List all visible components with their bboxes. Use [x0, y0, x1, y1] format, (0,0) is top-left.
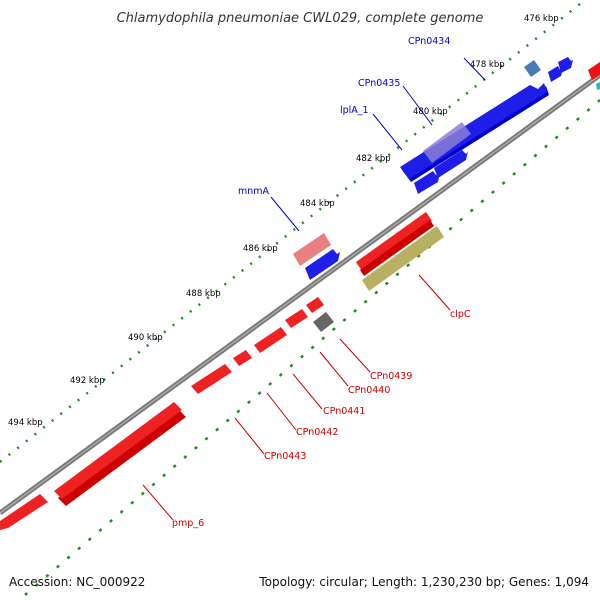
- gene-label-cpn0440[interactable]: CPn0440: [348, 385, 390, 396]
- topology-text: Topology: circular; Length: 1,230,230 bp…: [258, 575, 589, 589]
- feature-box[interactable]: [596, 82, 600, 90]
- tick-label: 480 kbp: [413, 107, 448, 117]
- gene-label-clpc[interactable]: clpC: [450, 309, 471, 320]
- feature-box[interactable]: [362, 226, 444, 291]
- feature-box[interactable]: [293, 233, 331, 266]
- reverse-gene[interactable]: [285, 309, 308, 328]
- tick-label: 486 kbp: [243, 244, 278, 254]
- feature-box[interactable]: [423, 122, 471, 163]
- gene-label-cpn0439[interactable]: CPn0439: [370, 371, 412, 382]
- tick-label: 492 kbp: [70, 376, 105, 386]
- reverse-features: [0, 212, 444, 530]
- forward-leaders: [270, 57, 486, 232]
- gene-label-cpn0434[interactable]: CPn0434: [408, 36, 450, 47]
- tick-label: 478 kbp: [470, 60, 505, 70]
- reverse-gene[interactable]: [254, 327, 287, 353]
- reverse-gene[interactable]: [58, 409, 186, 506]
- tick-label: 490 kbp: [128, 333, 163, 343]
- gene-label-cpn0441[interactable]: CPn0441: [323, 406, 365, 417]
- gene-label-cpn0443[interactable]: CPn0443: [264, 451, 306, 462]
- feature-box[interactable]: [524, 60, 541, 77]
- gene-label-pmp6[interactable]: pmp_6: [172, 518, 204, 529]
- genome-backbone: [0, 72, 600, 516]
- forward-gene[interactable]: [588, 62, 600, 80]
- feature-box[interactable]: [313, 312, 334, 332]
- forward-features: [293, 57, 600, 280]
- gene-label-lpla1[interactable]: lplA_1: [340, 105, 369, 116]
- tick-label: 488 kbp: [186, 289, 221, 299]
- reverse-gene[interactable]: [191, 364, 232, 394]
- gene-label-cpn0442[interactable]: CPn0442: [296, 427, 338, 438]
- tick-label: 482 kbp: [356, 154, 391, 164]
- reverse-gene[interactable]: [306, 297, 324, 313]
- tick-label: 494 kbp: [8, 418, 43, 428]
- reverse-gene[interactable]: [233, 350, 252, 366]
- forward-gene[interactable]: [305, 249, 340, 280]
- reverse-gene[interactable]: [356, 212, 432, 271]
- forward-labels: CPn0434 CPn0435 lplA_1 mnmA: [238, 36, 450, 197]
- forward-gene[interactable]: [558, 57, 573, 73]
- forward-gene[interactable]: [548, 66, 563, 82]
- gene-label-mnma[interactable]: mnmA: [238, 186, 270, 197]
- gene-label-cpn0435[interactable]: CPn0435: [358, 78, 400, 89]
- reverse-leaders: [142, 274, 451, 521]
- tick-label: 476 kbp: [524, 14, 559, 24]
- reverse-labels: clpC CPn0439 CPn0440 CPn0441 CPn0442 CPn…: [172, 309, 471, 529]
- reverse-gene[interactable]: [0, 494, 48, 530]
- tick-label: 484 kbp: [300, 199, 335, 209]
- tick-labels: 476 kbp 478 kbp 480 kbp 482 kbp 484 kbp …: [8, 14, 559, 428]
- forward-gene[interactable]: [414, 171, 440, 194]
- map-title: Chlamydophila pneumoniae CWL029, complet…: [117, 11, 484, 26]
- forward-gene[interactable]: [434, 150, 468, 178]
- reverse-ruler: [24, 99, 600, 596]
- accession-text: Accession: NC_000922: [9, 575, 145, 589]
